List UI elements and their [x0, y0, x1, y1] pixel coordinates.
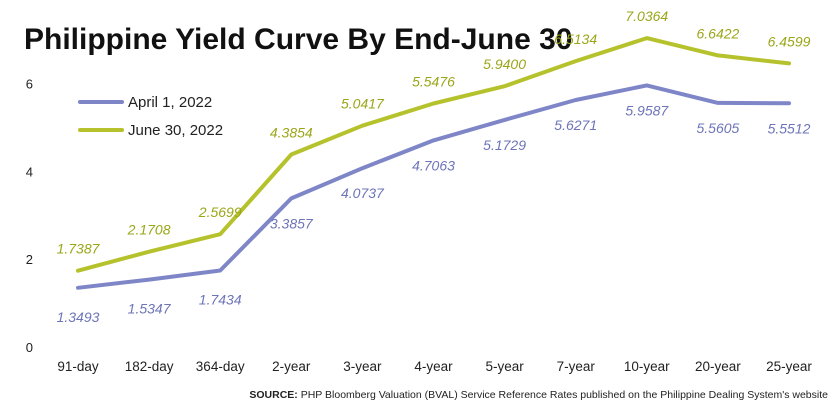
- data-label-june-30-2022-4-year: 5.5476: [412, 73, 455, 89]
- x-tick-4-year: 4-year: [414, 359, 453, 374]
- data-label-june-30-2022-20-year: 6.6422: [696, 25, 739, 41]
- x-tick-5-year: 5-year: [485, 359, 524, 374]
- x-tick-20-year: 20-year: [695, 359, 741, 374]
- data-label-june-30-2022-182-day: 2.1708: [127, 222, 171, 238]
- series-layer: [76, 36, 791, 290]
- legend: April 1, 2022 June 30, 2022: [78, 94, 223, 139]
- data-label-april-1-2022-364-day: 1.7434: [199, 291, 242, 307]
- x-tick-182-day: 182-day: [125, 359, 174, 374]
- series-line-april-1-2022: [76, 83, 791, 290]
- data-label-april-1-2022-91-day: 1.3493: [57, 309, 100, 325]
- data-label-june-30-2022-91-day: 1.7387: [57, 241, 101, 257]
- data-label-june-30-2022-25-year: 6.4599: [768, 33, 811, 49]
- x-tick-91-day: 91-day: [57, 359, 99, 374]
- x-tick-2-year: 2-year: [272, 359, 311, 374]
- data-label-june-30-2022-5-year: 5.9400: [483, 56, 526, 72]
- chart-title: Philippine Yield Curve By End-June 30: [24, 23, 572, 56]
- y-tick-4: 4: [26, 164, 33, 179]
- data-label-june-30-2022-364-day: 2.5699: [198, 204, 242, 220]
- data-label-layer: 1.3493 1.5347 1.7434 3.3857 4.0737 4.7063 5.17…: [57, 8, 811, 325]
- series-line-june-30-2022: [76, 36, 791, 273]
- data-label-april-1-2022-7-year: 5.6271: [554, 117, 597, 133]
- data-label-april-1-2022-3-year: 4.0737: [341, 185, 385, 201]
- data-label-april-1-2022-25-year: 5.5512: [768, 120, 811, 136]
- data-label-april-1-2022-2-year: 3.3857: [270, 215, 314, 231]
- data-label-june-30-2022-10-year: 7.0364: [625, 8, 668, 24]
- data-label-april-1-2022-10-year: 5.9587: [625, 102, 669, 118]
- source-text: PHP Bloomberg Valuation (BVAL) Service R…: [298, 389, 828, 401]
- x-tick-7-year: 7-year: [557, 359, 596, 374]
- data-label-april-1-2022-5-year: 5.1729: [483, 137, 526, 153]
- legend-label-april: April 1, 2022: [128, 94, 212, 111]
- source-note: SOURCE: PHP Bloomberg Valuation (BVAL) S…: [249, 389, 828, 401]
- x-tick-3-year: 3-year: [343, 359, 382, 374]
- y-tick-2: 2: [26, 252, 33, 267]
- x-tick-10-year: 10-year: [624, 359, 670, 374]
- data-label-april-1-2022-182-day: 1.5347: [128, 301, 172, 317]
- legend-label-june: June 30, 2022: [128, 122, 223, 139]
- y-tick-6: 6: [26, 77, 33, 92]
- x-tick-364-day: 364-day: [196, 359, 245, 374]
- data-label-june-30-2022-3-year: 5.0417: [341, 96, 385, 112]
- data-label-april-1-2022-4-year: 4.7063: [412, 157, 455, 173]
- data-label-june-30-2022-7-year: 6.5134: [554, 31, 597, 47]
- axis-layer: 0 2 4 6 91-day 182-day 364-day 2-year 3-year 4-ye…: [26, 77, 813, 374]
- x-tick-25-year: 25-year: [766, 359, 812, 374]
- y-tick-0: 0: [26, 340, 33, 355]
- source-prefix: SOURCE:: [249, 389, 297, 401]
- data-label-april-1-2022-20-year: 5.5605: [696, 120, 739, 136]
- data-label-june-30-2022-2-year: 4.3854: [270, 124, 313, 140]
